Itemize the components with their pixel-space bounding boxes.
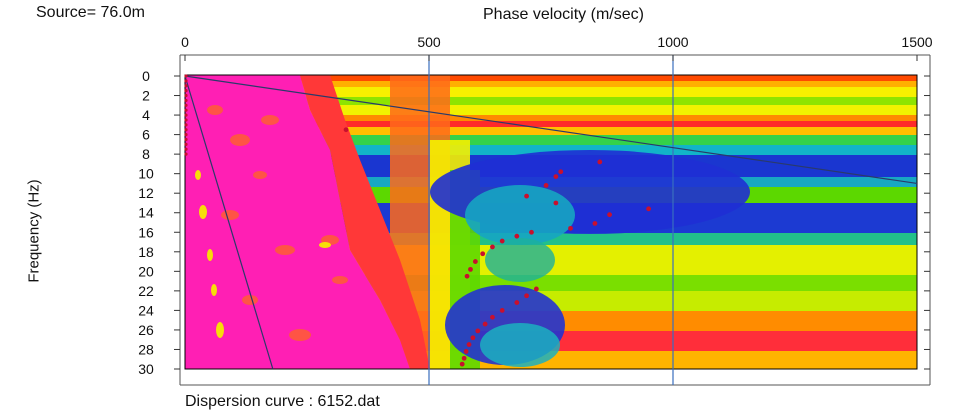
y-axis-title: Frequency (Hz)	[25, 179, 43, 283]
heatmap-band	[185, 115, 917, 121]
dispersion-point	[463, 349, 469, 354]
dispersion-points	[184, 74, 651, 367]
y-tick-label: 14	[138, 205, 154, 221]
y-tick-label: 26	[138, 322, 154, 338]
y-tick-label: 24	[138, 302, 154, 318]
heatmap-blob	[480, 323, 560, 367]
edge-point	[184, 89, 188, 93]
heatmap-low-velocity-edge	[300, 75, 430, 369]
dispersion-point	[468, 266, 473, 272]
y-tick-label: 30	[138, 361, 154, 377]
heatmap-speckle	[195, 170, 331, 338]
y-tick-label: 16	[138, 224, 154, 240]
dispersion-point	[543, 182, 549, 188]
dispersion-point	[461, 355, 467, 361]
reference-line-1	[184, 75, 918, 185]
dispersion-point	[524, 293, 529, 299]
x-tick-label: 500	[417, 34, 441, 50]
edge-point	[184, 118, 188, 122]
dispersion-point	[490, 244, 495, 250]
heatmap-band	[185, 87, 917, 97]
heatmap-band	[185, 145, 917, 155]
dispersion-point	[529, 229, 534, 235]
heatmap-low-velocity-region	[185, 75, 410, 369]
edge-point	[184, 108, 188, 112]
dispersion-point	[553, 174, 559, 179]
y-tick-label: 20	[138, 263, 154, 279]
dispersion-point	[646, 206, 651, 212]
dispersion-point	[343, 127, 349, 133]
edge-point	[184, 133, 188, 137]
heatmap-band	[185, 81, 917, 87]
y-tick-label: 8	[142, 146, 150, 162]
dispersion-point	[499, 238, 505, 244]
edge-point	[184, 142, 188, 146]
edge-point	[184, 128, 188, 132]
plot-frame	[184, 74, 918, 370]
y-tick-label: 10	[138, 166, 154, 182]
dispersion-point	[514, 300, 520, 305]
edge-point	[184, 74, 188, 78]
edge-point	[184, 103, 188, 107]
source-label: Source= 76.0m	[36, 4, 145, 21]
footer-dispersion-file: Dispersion curve : 6152.dat	[185, 393, 380, 410]
y-tick-label: 6	[142, 127, 150, 143]
y-tick-label: 22	[138, 283, 154, 299]
dispersion-point	[470, 335, 476, 341]
heatmap-band	[185, 105, 917, 115]
edge-point	[184, 93, 188, 98]
x-tick-label: 1500	[901, 34, 932, 50]
gridlines	[428, 55, 674, 385]
edge-point	[184, 137, 188, 142]
dispersion-point	[553, 200, 559, 206]
edge-point	[184, 84, 188, 88]
dispersion-point	[482, 321, 488, 327]
y-tick-label: 2	[142, 88, 150, 104]
y-tick-label: 4	[142, 107, 150, 123]
reference-lines	[184, 75, 918, 370]
dispersion-point	[466, 342, 472, 347]
dispersion-point	[524, 193, 529, 199]
heatmap-blob	[465, 185, 575, 245]
dispersion-point	[464, 273, 470, 279]
edge-point	[184, 152, 188, 156]
dispersion-point	[533, 286, 539, 292]
dispersion-point	[597, 159, 603, 165]
dispersion-point	[459, 361, 465, 367]
heatmap-band	[185, 135, 917, 145]
dispersion-point	[475, 328, 481, 334]
dispersion-point	[490, 314, 495, 320]
x-tick-label: 1000	[657, 34, 688, 50]
dispersion-point	[480, 251, 486, 257]
dispersion-point	[607, 212, 612, 218]
x-ticks: 0 500 1000 1500	[181, 34, 933, 61]
dispersion-point	[568, 225, 573, 231]
y-tick-label: 28	[138, 341, 154, 357]
dispersion-point	[592, 221, 598, 226]
reference-line-2	[184, 75, 274, 370]
heatmap-speckle	[207, 105, 348, 341]
edge-point	[184, 123, 188, 127]
y-tick-label: 18	[138, 244, 154, 260]
edge-point	[184, 147, 188, 151]
dispersion-point	[472, 259, 478, 264]
y-tick-label: 0	[142, 68, 150, 84]
heatmap-band	[185, 121, 917, 127]
heatmap-band	[185, 127, 917, 135]
edge-point	[184, 79, 188, 83]
dispersion-point	[558, 169, 564, 175]
dispersion-point	[514, 233, 520, 239]
heatmap-image	[185, 75, 917, 369]
edge-point	[184, 98, 188, 103]
x-tick-label: 0	[181, 34, 189, 50]
y-tick-label: 12	[138, 185, 154, 201]
heatmap-band	[185, 97, 917, 105]
heatmap-band	[185, 75, 917, 81]
x-axis-title: Phase velocity (m/sec)	[483, 6, 644, 23]
dispersion-point	[499, 308, 505, 313]
heatmap-blob	[485, 238, 555, 282]
edge-point	[184, 113, 188, 117]
